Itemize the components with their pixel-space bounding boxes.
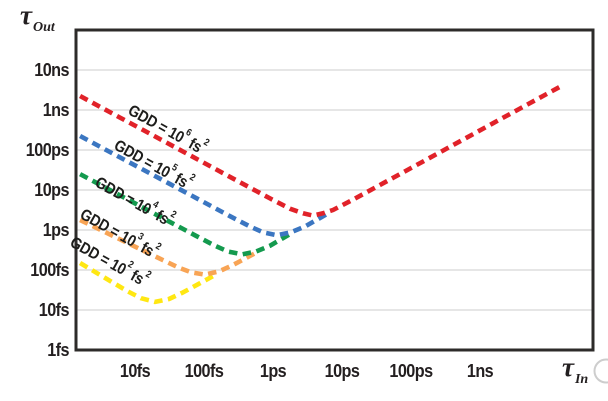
y-tick-label-10ns: 10ns [34,60,69,80]
curve-gdd-1e2 [78,261,216,305]
y-tick-label-10fs: 10fs [38,300,70,320]
x-axis-title: τIn [562,352,588,388]
tau-in-symbol: τ [562,352,574,382]
x-tick-label-10fs: 10fs [119,361,151,381]
y-tick-label-100ps: 100ps [25,140,70,160]
x-tick-label-1ns: 1ns [466,361,494,381]
cropped-circle-artifact [593,358,608,384]
curve-gdd-1e5 [79,133,332,238]
y-tick-label-100fs: 100fs [30,260,69,280]
curve-gdd-1e4 [79,172,292,257]
curve-gdd-1e6 [79,83,565,218]
y-tick-label-10ps: 10ps [34,180,69,200]
y-tick-label-1ns: 1ns [42,100,70,120]
tau-out-symbol: τ [20,0,32,30]
tau-out-subscript: Out [32,20,55,35]
tau-in-subscript: In [574,372,589,387]
curve-gdd-1e3 [79,217,260,277]
x-tick-label-100fs: 100fs [184,361,224,381]
y-axis-title: τOut [20,0,55,36]
y-tick-label-1ps: 1ps [42,220,70,240]
y-tick-label-1fs: 1fs [47,340,69,360]
x-tick-label-10ps: 10ps [324,361,360,381]
x-tick-label-1ps: 1ps [259,361,287,381]
plot-frame [74,28,595,352]
x-tick-label-100ps: 100ps [389,361,433,381]
